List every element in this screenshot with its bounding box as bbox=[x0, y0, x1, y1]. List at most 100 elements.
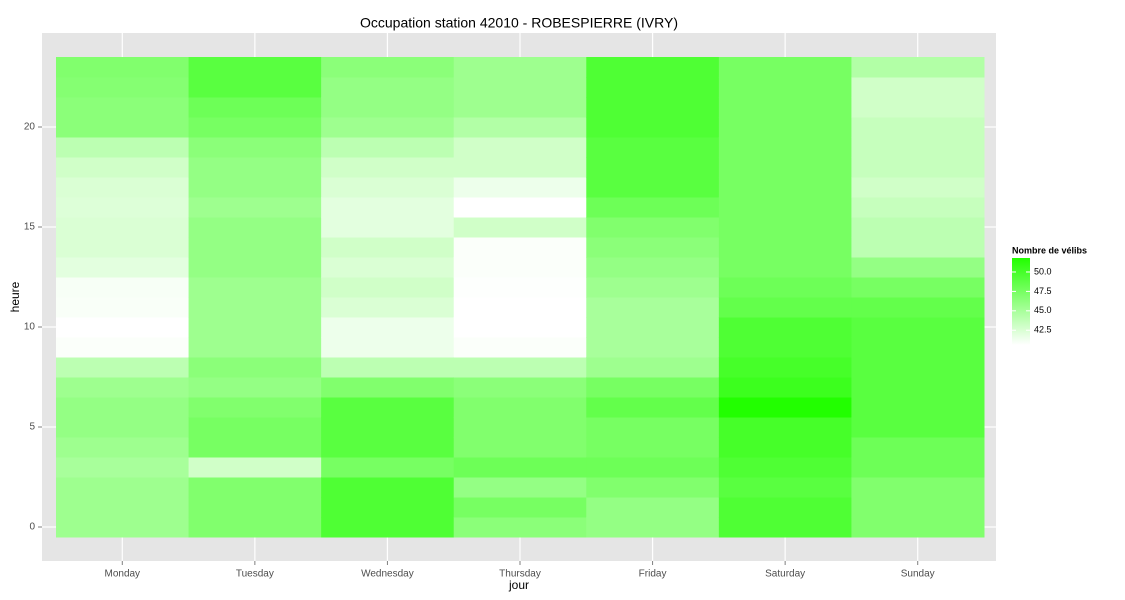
tile bbox=[851, 297, 985, 318]
tile bbox=[718, 97, 852, 118]
tile bbox=[321, 77, 455, 98]
tile bbox=[453, 157, 587, 178]
tile bbox=[586, 177, 720, 198]
tile bbox=[586, 77, 720, 98]
tile bbox=[718, 257, 852, 278]
tile bbox=[851, 257, 985, 278]
tile bbox=[56, 57, 190, 78]
tile bbox=[321, 217, 455, 238]
tile bbox=[321, 497, 455, 518]
tile bbox=[718, 77, 852, 98]
x-tick-label: Wednesday bbox=[361, 569, 414, 580]
x-tick-label: Friday bbox=[639, 569, 667, 580]
tile bbox=[321, 197, 455, 218]
legend-title: Nombre de vélibs bbox=[1012, 245, 1087, 255]
legend-label: 47.5 bbox=[1034, 286, 1052, 296]
tile bbox=[453, 517, 587, 538]
tile bbox=[453, 257, 587, 278]
tile bbox=[321, 277, 455, 298]
x-tick-label: Thursday bbox=[499, 569, 541, 580]
tile bbox=[586, 517, 720, 538]
tile bbox=[321, 297, 455, 318]
tile bbox=[586, 477, 720, 498]
tile bbox=[851, 337, 985, 358]
tile bbox=[188, 337, 322, 358]
tile bbox=[453, 97, 587, 118]
tile bbox=[586, 357, 720, 378]
tile bbox=[56, 377, 190, 398]
tile bbox=[586, 97, 720, 118]
tile bbox=[851, 397, 985, 418]
tile bbox=[56, 197, 190, 218]
tile bbox=[188, 477, 322, 498]
tile bbox=[321, 397, 455, 418]
tile bbox=[586, 57, 720, 78]
tile bbox=[56, 157, 190, 178]
tile bbox=[188, 197, 322, 218]
tile bbox=[586, 317, 720, 338]
tile bbox=[586, 137, 720, 158]
tile bbox=[718, 417, 852, 438]
tile bbox=[851, 157, 985, 178]
tile bbox=[188, 497, 322, 518]
tile bbox=[453, 297, 587, 318]
tile bbox=[718, 237, 852, 258]
tile bbox=[586, 197, 720, 218]
tile bbox=[321, 517, 455, 538]
y-tick-label: 5 bbox=[29, 422, 35, 433]
tile bbox=[586, 437, 720, 458]
tile bbox=[56, 457, 190, 478]
tile bbox=[56, 237, 190, 258]
tile bbox=[718, 517, 852, 538]
tile bbox=[188, 277, 322, 298]
tile bbox=[56, 357, 190, 378]
tile bbox=[718, 457, 852, 478]
tile bbox=[586, 377, 720, 398]
tile bbox=[56, 217, 190, 238]
tile bbox=[718, 217, 852, 238]
tile bbox=[56, 417, 190, 438]
tile bbox=[453, 237, 587, 258]
tile bbox=[851, 417, 985, 438]
tile bbox=[718, 177, 852, 198]
tile bbox=[321, 477, 455, 498]
tile bbox=[321, 337, 455, 358]
tile bbox=[188, 437, 322, 458]
tile bbox=[56, 297, 190, 318]
tile bbox=[851, 77, 985, 98]
tile bbox=[453, 277, 587, 298]
tile bbox=[718, 277, 852, 298]
tile bbox=[188, 377, 322, 398]
tile bbox=[56, 117, 190, 138]
legend-label: 45.0 bbox=[1034, 305, 1052, 315]
tile bbox=[321, 357, 455, 378]
tile bbox=[56, 97, 190, 118]
tile bbox=[851, 237, 985, 258]
tile bbox=[453, 77, 587, 98]
tile bbox=[188, 317, 322, 338]
tile bbox=[188, 517, 322, 538]
tile bbox=[718, 57, 852, 78]
tile bbox=[718, 137, 852, 158]
tile bbox=[718, 197, 852, 218]
tile bbox=[453, 477, 587, 498]
tile bbox=[188, 417, 322, 438]
y-tick-label: 15 bbox=[24, 222, 36, 233]
tile bbox=[188, 117, 322, 138]
tile bbox=[56, 517, 190, 538]
tile bbox=[321, 457, 455, 478]
tile bbox=[321, 57, 455, 78]
tile bbox=[321, 137, 455, 158]
tile bbox=[453, 117, 587, 138]
tile bbox=[453, 377, 587, 398]
tile bbox=[851, 197, 985, 218]
x-tick-label: Tuesday bbox=[236, 569, 274, 580]
tile bbox=[586, 497, 720, 518]
tile bbox=[718, 357, 852, 378]
tile bbox=[851, 517, 985, 538]
tile bbox=[321, 317, 455, 338]
tile bbox=[851, 217, 985, 238]
tile bbox=[56, 477, 190, 498]
tile bbox=[851, 497, 985, 518]
tile bbox=[188, 397, 322, 418]
